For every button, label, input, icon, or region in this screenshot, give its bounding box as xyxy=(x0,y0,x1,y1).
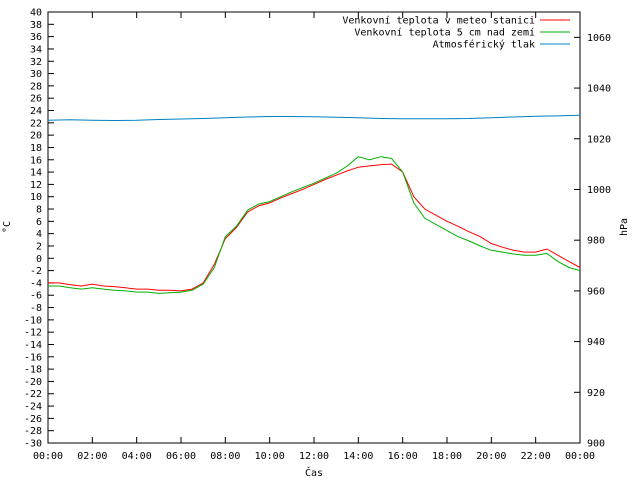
y-left-tick-label: 38 xyxy=(30,20,42,31)
y-left-tick-label: 32 xyxy=(30,57,42,68)
y-left-tick-label: 28 xyxy=(30,81,42,92)
x-tick-label: 04:00 xyxy=(122,451,152,462)
y-left-tick-label: -28 xyxy=(24,426,42,437)
x-axis-label: Čas xyxy=(305,466,323,479)
y-left-tick-label: 26 xyxy=(30,94,42,105)
series-lines xyxy=(47,114,581,294)
y-right-tick-label: 1040 xyxy=(587,84,611,95)
y-right-tick-label: 920 xyxy=(587,388,605,399)
y-left-tick-label: -6 xyxy=(30,291,42,302)
y-right-tick-label: 1000 xyxy=(587,185,611,196)
x-tick-label: 08:00 xyxy=(210,451,240,462)
y-right-tick-label: 960 xyxy=(587,286,605,297)
y-left-tick-label: 14 xyxy=(30,168,42,179)
y-left-tick-label: 12 xyxy=(30,180,42,191)
legend-label-3: Atmosférický tlak xyxy=(433,39,535,51)
x-tick-label: 06:00 xyxy=(166,451,196,462)
y-left-tick-label: 24 xyxy=(30,106,42,117)
y-left-tick-label: 40 xyxy=(30,8,42,19)
y-right-tick-label: 980 xyxy=(587,236,605,247)
legend-label-2: Venkovní teplota 5 cm nad zemí xyxy=(354,27,535,39)
x-axis: 00:00 02:00 04:00 06:00 08:00 10:00 12:00 14:00… xyxy=(33,12,595,462)
y-left-tick-label: 34 xyxy=(30,44,42,55)
y-left-tick-label: 22 xyxy=(30,118,42,129)
y-left-tick-label: -2 xyxy=(30,266,42,277)
x-tick-label: 18:00 xyxy=(432,451,462,462)
y-left-tick-label: 16 xyxy=(30,155,42,166)
y-axis-right-label: hPa xyxy=(619,218,630,236)
y-left-tick-label: -8 xyxy=(30,303,42,314)
y-left-tick-label: -4 xyxy=(30,278,42,289)
y-left-tick-label: 2 xyxy=(36,241,42,252)
y-left-tick-label: 20 xyxy=(30,131,42,142)
y-right-tick-label: 900 xyxy=(587,439,605,450)
y-left-tick-label: 18 xyxy=(30,143,42,154)
y-left-tick-label: 8 xyxy=(36,205,42,216)
y-left-tick-label: -14 xyxy=(24,340,42,351)
y-left-tick-label: -18 xyxy=(24,365,42,376)
y-left-tick-label: 36 xyxy=(30,32,42,43)
series-line-3 xyxy=(47,114,581,122)
x-tick-label: 00:00 xyxy=(33,451,63,462)
y-left-tick-label: 30 xyxy=(30,69,42,80)
series-line-2 xyxy=(48,156,581,294)
y-left-tick-label: -16 xyxy=(24,352,42,363)
x-tick-label: 00:00 xyxy=(565,451,595,462)
y-axis-right: 900 920 940 960 980 1000 1020 1040 1060 xyxy=(574,33,611,450)
y-left-tick-label: 10 xyxy=(30,192,42,203)
y-left-tick-label: 4 xyxy=(36,229,42,240)
y-axis-left-label: °C xyxy=(2,221,13,233)
y-left-tick-label: -30 xyxy=(24,439,42,450)
y-left-tick-label: -24 xyxy=(24,402,42,413)
x-tick-label: 16:00 xyxy=(388,451,418,462)
plot-area xyxy=(47,11,581,444)
x-tick-label: 14:00 xyxy=(343,451,373,462)
x-tick-label: 20:00 xyxy=(476,451,506,462)
y-left-tick-label: -20 xyxy=(24,377,42,388)
y-left-tick-label: -10 xyxy=(24,315,42,326)
legend-label-1: Venkovní teplota v meteo stanici xyxy=(342,15,535,27)
y-left-tick-label: -12 xyxy=(24,328,42,339)
legend: Venkovní teplota v meteo staniciVenkovní… xyxy=(342,15,570,51)
x-tick-label: 22:00 xyxy=(521,451,551,462)
y-right-tick-label: 1060 xyxy=(587,33,611,44)
y-left-tick-label: 6 xyxy=(36,217,42,228)
y-right-tick-label: 1020 xyxy=(587,134,611,145)
x-tick-label: 10:00 xyxy=(255,451,285,462)
y-left-tick-label: 0 xyxy=(36,254,42,265)
series-line-1 xyxy=(48,163,581,292)
y-left-tick-label: -22 xyxy=(24,389,42,400)
x-tick-label: 12:00 xyxy=(299,451,329,462)
x-tick-label: 02:00 xyxy=(77,451,107,462)
y-right-tick-label: 940 xyxy=(587,337,605,348)
y-axis-left: -30-28-26-24-22-20-18-16-14-12-10-8-6-4-… xyxy=(24,8,54,450)
y-left-tick-label: -26 xyxy=(24,414,42,425)
